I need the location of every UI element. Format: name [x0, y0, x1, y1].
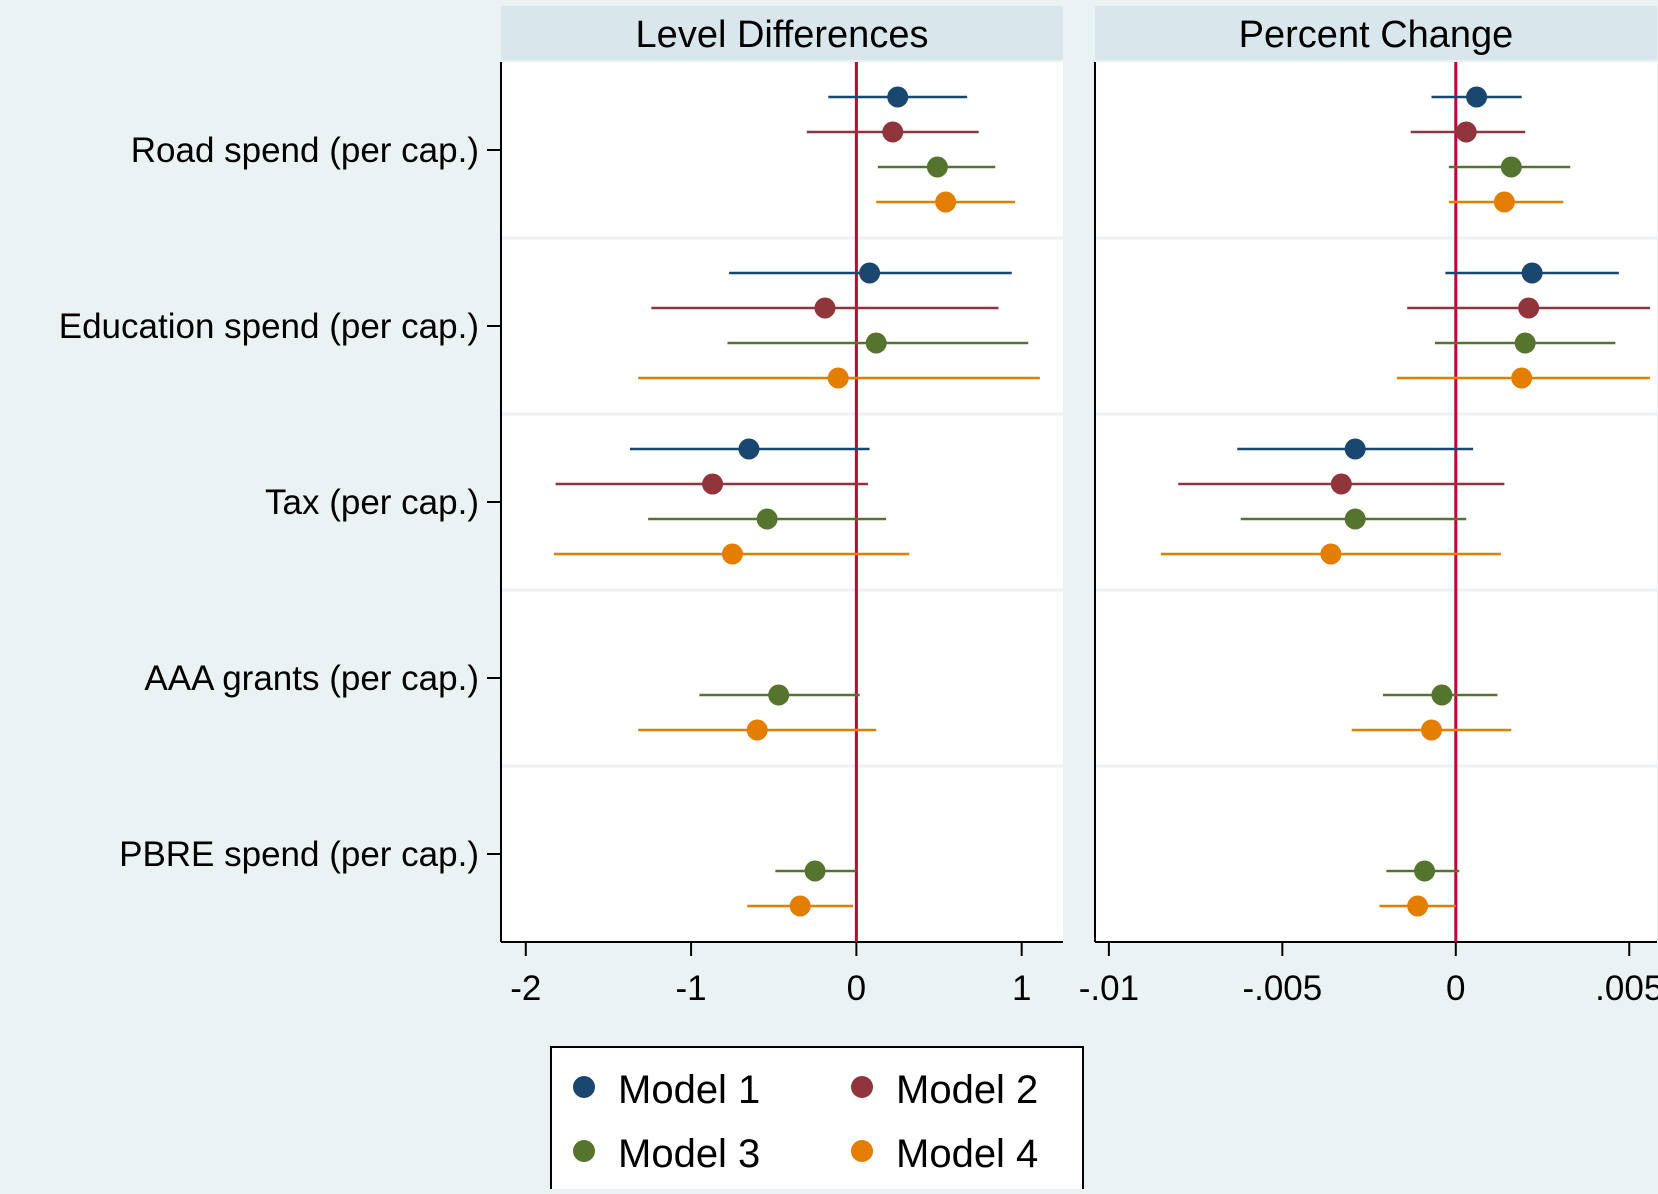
estimate-point — [804, 860, 826, 882]
estimate-point — [827, 367, 849, 389]
estimate-point — [1511, 367, 1533, 389]
estimate-point — [1344, 508, 1366, 530]
x-tick-label: .005 — [1595, 969, 1658, 1008]
legend-marker — [851, 1076, 873, 1098]
legend-label: Model 2 — [896, 1068, 1038, 1112]
plot-area — [1095, 62, 1657, 942]
estimate-point — [1455, 121, 1477, 143]
legend-box — [550, 1046, 1084, 1194]
legend-marker — [573, 1140, 595, 1162]
x-tick-label: 1 — [1012, 969, 1031, 1008]
panel-title: Level Differences — [636, 14, 929, 56]
panel-1: Level Differences -2 -1 0 1 — [500, 6, 1063, 1008]
estimate-point — [1466, 86, 1488, 108]
estimate-point — [887, 86, 909, 108]
estimate-point — [1344, 438, 1366, 460]
estimate-point — [756, 508, 778, 530]
legend-marker — [851, 1140, 873, 1162]
estimate-point — [865, 332, 887, 354]
estimate-point — [882, 121, 904, 143]
estimate-point — [859, 262, 881, 284]
x-tick-label: 0 — [1446, 969, 1465, 1008]
estimate-point — [768, 684, 790, 706]
estimate-point — [1514, 332, 1536, 354]
estimate-point — [1493, 191, 1515, 213]
panel-header — [1095, 6, 1657, 60]
estimate-point — [1407, 895, 1429, 917]
estimate-point — [1320, 543, 1342, 565]
category-label: PBRE spend (per cap.) — [119, 835, 479, 874]
estimate-point — [1521, 262, 1543, 284]
category-label: Tax (per cap.) — [265, 483, 479, 522]
estimate-point — [721, 543, 743, 565]
category-label: Road spend (per cap.) — [131, 131, 479, 170]
panel-header — [501, 6, 1063, 60]
estimate-point — [926, 156, 948, 178]
legend: Model 1 Model 2 Model 3 Model 4 — [550, 1046, 1084, 1194]
category-label: AAA grants (per cap.) — [144, 659, 479, 698]
x-tick-label: -1 — [676, 969, 707, 1008]
plot-area — [501, 62, 1063, 942]
estimate-point — [738, 438, 760, 460]
legend-label: Model 4 — [896, 1132, 1038, 1176]
estimate-point — [789, 895, 811, 917]
panel-title: Percent Change — [1239, 14, 1514, 56]
x-tick-label: -2 — [510, 969, 541, 1008]
estimate-point — [746, 719, 768, 741]
estimate-point — [814, 297, 836, 319]
estimate-point — [1518, 297, 1540, 319]
legend-marker — [573, 1076, 595, 1098]
category-label: Education spend (per cap.) — [59, 307, 479, 346]
estimate-point — [935, 191, 957, 213]
estimate-point — [1330, 473, 1352, 495]
estimate-point — [1500, 156, 1522, 178]
legend-label: Model 3 — [618, 1132, 760, 1176]
x-tick-label: -.01 — [1079, 969, 1139, 1008]
estimate-point — [1431, 684, 1453, 706]
estimate-point — [1414, 860, 1436, 882]
x-tick-label: -.005 — [1242, 969, 1322, 1008]
legend-label: Model 1 — [618, 1068, 760, 1112]
estimate-point — [702, 473, 724, 495]
estimate-point — [1421, 719, 1443, 741]
panel-2: Percent Change -.01 -.005 0 .005 — [1079, 6, 1658, 1008]
x-tick-label: 0 — [847, 969, 866, 1008]
